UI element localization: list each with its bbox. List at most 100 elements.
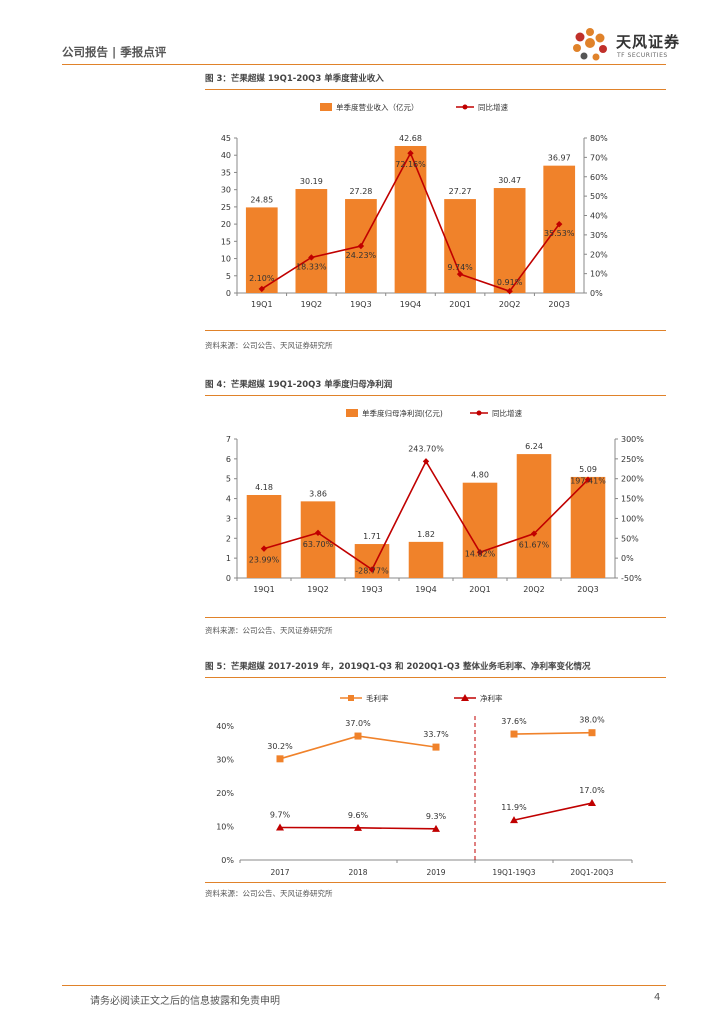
- growth-value-label: 243.70%: [408, 444, 444, 453]
- figure-5-source: 资料来源：公司公告、天风证券研究所: [205, 889, 333, 898]
- y-tick-label-right: 150%: [621, 495, 644, 504]
- gross-margin-value-label: 37.6%: [501, 717, 527, 726]
- growth-value-label: 0.91%: [497, 278, 523, 287]
- net-margin-value-label: 17.0%: [579, 786, 605, 795]
- gross-margin-value-label: 33.7%: [423, 730, 449, 739]
- net-margin-point: [276, 823, 284, 831]
- y-tick-label: 20%: [216, 789, 234, 798]
- y-tick-label-right: 0%: [621, 554, 634, 563]
- net-margin-point: [354, 823, 362, 831]
- growth-value-label: 2.10%: [249, 274, 275, 283]
- growth-value-label: 24.23%: [346, 251, 377, 260]
- bar: [516, 454, 552, 578]
- bar-value-label: 4.80: [471, 471, 489, 480]
- growth-point: [422, 458, 430, 465]
- y-tick-label-left: 20: [221, 220, 231, 229]
- margin-chart: 毛利率 净利率 0% 10% 20% 30% 40% 2017 2018 2019 19Q1-19Q…: [216, 693, 633, 877]
- y-tick-label-left: 6: [226, 455, 231, 464]
- y-tick-label-right: 50%: [621, 534, 639, 543]
- y-tick-label-left: 1: [226, 554, 231, 563]
- bar: [394, 145, 427, 293]
- gross-margin-point: [276, 755, 284, 763]
- figure-4-top-rule: [205, 395, 666, 396]
- y-tick-label-right: 50%: [590, 192, 608, 201]
- bar-value-label: 5.09: [579, 465, 597, 474]
- y-tick-label-right: -50%: [621, 574, 642, 583]
- bar-value-label: 27.27: [449, 187, 472, 196]
- footer-divider: [62, 985, 666, 986]
- growth-value-label: 63.70%: [303, 540, 334, 549]
- growth-value-label: 18.33%: [296, 262, 327, 271]
- bar-value-label: 6.24: [525, 442, 543, 451]
- gross-margin-line: [513, 731, 593, 735]
- net-margin-line: [513, 802, 593, 821]
- legend-line-marker: [476, 410, 482, 416]
- growth-point: [556, 220, 563, 228]
- y-tick-label-right: 20%: [590, 250, 608, 259]
- bar: [300, 501, 336, 578]
- net-margin-value-label: 11.9%: [501, 803, 527, 812]
- gross-margin-point: [588, 729, 596, 737]
- legend-line-label: 同比增速: [478, 102, 508, 112]
- figure-5-bottom-rule: [205, 882, 666, 883]
- x-tick-label: 20Q1-20Q3: [570, 868, 613, 877]
- x-tick-label: 19Q3: [361, 585, 383, 594]
- y-tick-label: 0%: [221, 856, 234, 865]
- x-tick-label: 19Q2: [301, 300, 323, 309]
- y-tick-label-right: 0%: [590, 289, 603, 298]
- bar-value-label: 27.28: [349, 187, 372, 196]
- figure-3-title: 图 3：芒果超媒 19Q1-20Q3 单季度营业收入: [205, 74, 384, 84]
- bar-value-label: 24.85: [250, 195, 273, 204]
- bar: [493, 188, 526, 293]
- bar: [570, 476, 606, 578]
- growth-value-label: 61.67%: [519, 541, 550, 550]
- footer-disclaimer: 请务必阅读正文之后的信息披露和免责申明: [90, 996, 280, 1007]
- bar-value-label: 42.68: [399, 134, 422, 143]
- bar-value-label: 4.18: [255, 483, 273, 492]
- y-tick-label-right: 60%: [590, 173, 608, 182]
- y-tick-label: 40%: [216, 722, 234, 731]
- y-tick-label-left: 10: [221, 255, 231, 264]
- y-tick-label-right: 10%: [590, 270, 608, 279]
- x-tick-label: 19Q1: [251, 300, 273, 309]
- net-margin-value-label: 9.7%: [270, 811, 291, 820]
- report-type-title: 公司报告 | 季报点评: [62, 45, 167, 59]
- x-tick-label: 20Q3: [577, 585, 599, 594]
- bar-value-label: 30.47: [498, 176, 521, 185]
- net-margin-value-label: 9.3%: [426, 812, 447, 821]
- growth-value-label: -28.77%: [355, 567, 389, 576]
- y-tick-label-right: 70%: [590, 153, 608, 162]
- x-tick-label: 19Q4: [415, 585, 437, 594]
- net-margin-point: [510, 816, 518, 824]
- growth-value-label: 197.41%: [570, 477, 606, 486]
- brand-logo: [573, 28, 607, 61]
- bar-value-label: 1.71: [363, 532, 381, 541]
- bar-value-label: 30.19: [300, 177, 323, 186]
- x-tick-label: 20Q3: [548, 300, 570, 309]
- bar: [462, 482, 498, 578]
- x-tick-label: 19Q3: [350, 300, 372, 309]
- growth-point: [584, 476, 592, 483]
- legend-net-label: 净利率: [480, 693, 503, 703]
- bar: [543, 165, 576, 293]
- gross-margin-value-label: 37.0%: [345, 719, 371, 728]
- y-tick-label: 10%: [216, 823, 234, 832]
- y-tick-label: 30%: [216, 756, 234, 765]
- figure-3-bottom-rule: [205, 330, 666, 331]
- net-margin-point: [432, 824, 440, 832]
- growth-point: [258, 285, 265, 293]
- y-tick-label-left: 0: [226, 574, 231, 583]
- x-tick-label: 2019: [426, 868, 445, 877]
- net-profit-chart: 单季度归母净利润(亿元) 同比增速 0 1 2 3 4 5 6 7 -50% 0% 50% 100% 150…: [226, 408, 644, 594]
- x-tick-label: 20Q2: [523, 585, 545, 594]
- x-tick-label: 19Q4: [400, 300, 422, 309]
- gross-margin-point: [432, 743, 440, 751]
- legend-bar-label: 单季度归母净利润(亿元): [362, 408, 443, 418]
- figure-4-title: 图 4：芒果超媒 19Q1-20Q3 单季度归母净利润: [205, 380, 393, 390]
- logo-name: 天风证券: [616, 33, 681, 51]
- figure-5-title: 图 5：芒果超媒 2017-2019 年，2019Q1-Q3 和 2020Q1-…: [205, 662, 591, 672]
- growth-point: [314, 529, 322, 537]
- figure-4-bottom-rule: [205, 617, 666, 618]
- bar: [408, 541, 444, 578]
- legend-line-label: 同比增速: [492, 408, 522, 418]
